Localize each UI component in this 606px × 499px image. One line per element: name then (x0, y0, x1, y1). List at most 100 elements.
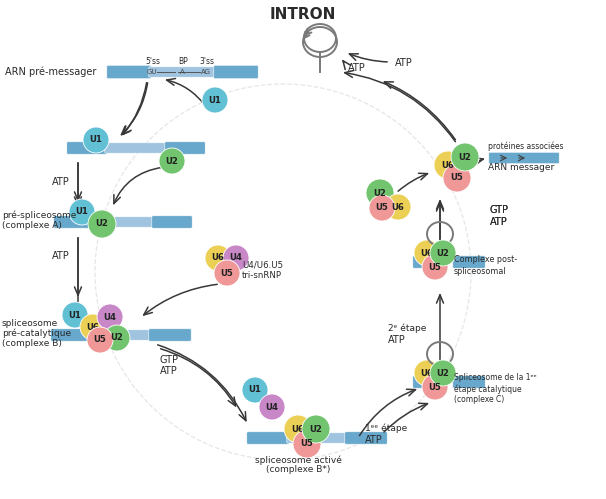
Circle shape (97, 304, 123, 330)
Circle shape (430, 240, 456, 266)
Text: U5: U5 (451, 174, 464, 183)
Circle shape (414, 240, 440, 266)
Text: ATP: ATP (490, 217, 508, 227)
Text: U2: U2 (310, 425, 322, 434)
Circle shape (385, 194, 411, 220)
Circle shape (159, 148, 185, 174)
Text: U5: U5 (301, 440, 313, 449)
Text: pré-catalytique: pré-catalytique (2, 328, 71, 338)
Text: U5: U5 (376, 204, 388, 213)
Text: U2: U2 (459, 153, 471, 162)
FancyBboxPatch shape (54, 216, 94, 228)
Text: 5'ss: 5'ss (145, 56, 161, 65)
Circle shape (223, 245, 249, 271)
Text: INTRON: INTRON (270, 6, 336, 21)
FancyBboxPatch shape (149, 329, 191, 341)
Circle shape (414, 360, 440, 386)
FancyBboxPatch shape (152, 216, 192, 228)
Circle shape (422, 254, 448, 280)
Text: U2: U2 (373, 189, 387, 198)
Text: U6: U6 (421, 249, 433, 257)
FancyBboxPatch shape (453, 256, 485, 268)
Text: pré-spliceosome: pré-spliceosome (2, 210, 76, 220)
Text: AG: AG (201, 69, 211, 75)
Text: 1ᵉᵉ étape: 1ᵉᵉ étape (365, 423, 407, 433)
Circle shape (430, 360, 456, 386)
FancyBboxPatch shape (453, 376, 485, 388)
Text: U6: U6 (211, 253, 224, 262)
Text: U4: U4 (230, 253, 242, 262)
FancyBboxPatch shape (67, 142, 107, 154)
Text: U1: U1 (248, 386, 261, 395)
Text: Complexe post-: Complexe post- (454, 255, 517, 264)
Text: U4: U4 (104, 312, 116, 321)
Text: ATP: ATP (348, 63, 366, 73)
Text: U6: U6 (442, 161, 454, 170)
Text: U6: U6 (391, 203, 404, 212)
Text: (complexe A): (complexe A) (2, 221, 62, 230)
Text: U4/U6.U5: U4/U6.U5 (242, 260, 283, 269)
Text: ATP: ATP (52, 177, 70, 187)
Text: ATP: ATP (395, 58, 413, 68)
Text: U5: U5 (221, 268, 233, 277)
Circle shape (422, 374, 448, 400)
FancyBboxPatch shape (89, 330, 152, 340)
FancyBboxPatch shape (51, 329, 91, 341)
Text: 3'ss: 3'ss (199, 56, 215, 65)
Text: (complexe B*): (complexe B*) (266, 466, 330, 475)
FancyBboxPatch shape (107, 65, 152, 79)
Text: ATP: ATP (365, 435, 383, 445)
Text: GU: GU (147, 69, 157, 75)
Text: spliceosomal: spliceosomal (454, 266, 507, 275)
Circle shape (369, 195, 395, 221)
Text: spliceosome activé: spliceosome activé (255, 455, 341, 465)
Text: GTP: GTP (490, 205, 509, 215)
Circle shape (451, 143, 479, 171)
Text: U1: U1 (90, 136, 102, 145)
Text: U5: U5 (428, 262, 441, 271)
Text: (complexe B): (complexe B) (2, 338, 62, 347)
Circle shape (259, 394, 285, 420)
Text: U2: U2 (110, 333, 124, 342)
Text: U2: U2 (165, 157, 178, 166)
Text: Spliceosome de la 1ᵉᵉ: Spliceosome de la 1ᵉᵉ (454, 373, 537, 383)
Text: GTP: GTP (160, 355, 179, 365)
Text: U5: U5 (93, 335, 107, 344)
FancyBboxPatch shape (413, 256, 440, 268)
Circle shape (293, 430, 321, 458)
Circle shape (83, 127, 109, 153)
Circle shape (104, 325, 130, 351)
Circle shape (214, 260, 240, 286)
Circle shape (69, 199, 95, 225)
FancyBboxPatch shape (214, 65, 258, 79)
Text: ATP: ATP (160, 366, 178, 376)
Text: spliceosome: spliceosome (2, 318, 58, 327)
FancyBboxPatch shape (489, 152, 559, 164)
Text: U6: U6 (87, 322, 99, 331)
Text: ATP: ATP (52, 251, 70, 261)
Circle shape (434, 151, 462, 179)
Text: A: A (179, 69, 184, 75)
Text: ARN messager: ARN messager (488, 164, 554, 173)
FancyBboxPatch shape (149, 67, 216, 77)
FancyBboxPatch shape (105, 143, 167, 153)
Text: ATP: ATP (490, 217, 508, 227)
Circle shape (205, 245, 231, 271)
Text: 2ᵉ étape: 2ᵉ étape (388, 323, 427, 333)
FancyBboxPatch shape (345, 432, 387, 444)
Circle shape (302, 415, 330, 443)
Text: (complexe C): (complexe C) (454, 395, 504, 404)
Text: U1: U1 (208, 95, 221, 104)
FancyBboxPatch shape (413, 376, 440, 388)
Circle shape (443, 164, 471, 192)
Text: U2: U2 (436, 368, 450, 378)
Text: U4: U4 (265, 403, 279, 412)
Circle shape (242, 377, 268, 403)
Text: U1: U1 (68, 310, 81, 319)
Circle shape (87, 327, 113, 353)
Text: GTP: GTP (490, 205, 509, 215)
Text: tri-snRNP: tri-snRNP (242, 271, 282, 280)
FancyBboxPatch shape (287, 433, 347, 443)
FancyBboxPatch shape (247, 432, 289, 444)
Text: protéines associées: protéines associées (488, 141, 564, 151)
